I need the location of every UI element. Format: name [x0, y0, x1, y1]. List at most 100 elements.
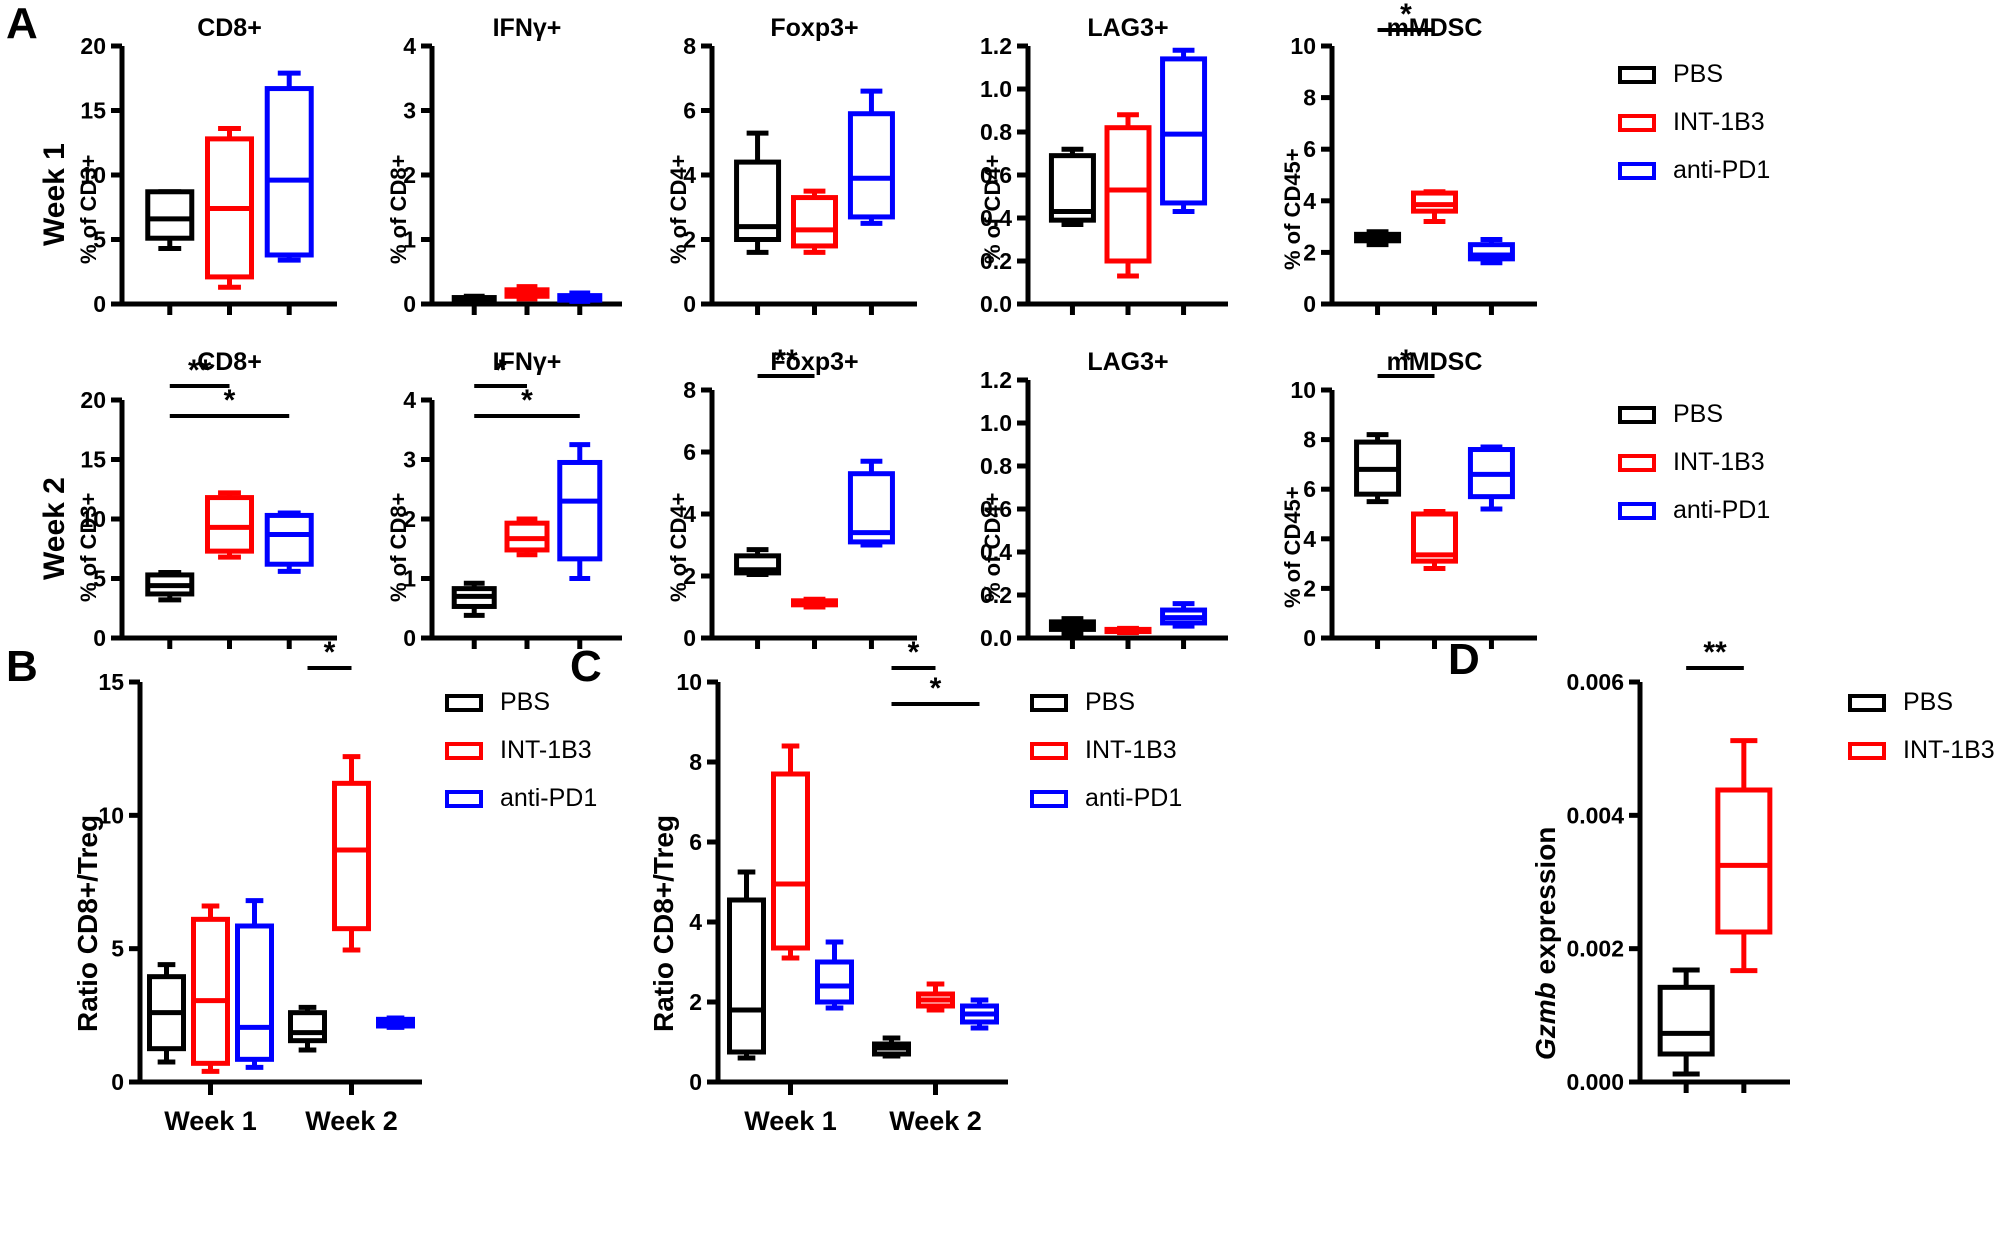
box-plot-anti-pd1 — [815, 939, 854, 1011]
svg-text:10: 10 — [98, 802, 124, 828]
legend-key-int1b3 — [1618, 453, 1656, 472]
svg-text:2: 2 — [1303, 239, 1316, 265]
legend-label: INT-1B3 — [500, 736, 592, 764]
svg-text:4: 4 — [1303, 526, 1316, 552]
x-category-label: Week 2 — [305, 1106, 398, 1136]
significance-bar: * — [307, 636, 352, 670]
svg-text:0.004: 0.004 — [1566, 802, 1624, 828]
significance-stars: * — [495, 354, 507, 387]
legend-key-int1b3 — [1030, 741, 1068, 760]
box-plot-anti-pd1 — [557, 442, 603, 581]
significance-bar: * — [169, 384, 290, 418]
box-plot-pbs — [288, 1004, 327, 1053]
box-plot-int-1b3 — [1104, 625, 1152, 636]
plot-title: mMDSC — [1386, 348, 1483, 376]
box-plot-int-1b3 — [205, 126, 254, 290]
x-category-label: Week 2 — [889, 1106, 982, 1136]
panel-letter-b: B — [6, 642, 38, 691]
svg-text:0: 0 — [1303, 625, 1316, 651]
box-plot-pbs — [145, 189, 195, 252]
svg-text:8: 8 — [683, 33, 696, 59]
legend-key-int1b3 — [445, 741, 483, 760]
legend-item: anti-PD1 — [1618, 156, 1770, 185]
plot-svg: 0 2 4 6 8 10 * — [1290, 0, 1537, 317]
significance-bar: * — [474, 354, 527, 388]
box-plot-anti-pd1 — [376, 1015, 415, 1030]
plot-a-w2-lag3: LAG3+ % of CD4+ 0.0 0.2 0.4 0.6 0.8 1.0 1.2 — [960, 348, 1240, 652]
svg-text:1.2: 1.2 — [980, 33, 1012, 59]
box-plot-int-1b3 — [791, 596, 838, 610]
box-plot-pbs — [1048, 146, 1096, 227]
svg-text:0.8: 0.8 — [980, 119, 1012, 145]
plot-a-w1-mmdsc: mMDSC % of CD45+ 0 2 4 6 8 10 * — [1270, 0, 1550, 318]
y-axis-label: % of CD4+ — [980, 154, 1005, 264]
plot-a-w1-lag3: LAG3+ % of CD4+ 0.0 0.2 0.4 0.6 0.8 1.0 1.2 — [960, 14, 1240, 318]
svg-text:3: 3 — [403, 447, 416, 473]
svg-text:2: 2 — [683, 563, 696, 589]
legend-label: anti-PD1 — [1673, 156, 1771, 184]
svg-text:1.2: 1.2 — [980, 367, 1012, 393]
legend-item: INT-1B3 — [1030, 736, 1182, 765]
y-axis-label: % of CD8+ — [386, 154, 411, 264]
y-axis-label: % of CD3+ — [76, 154, 101, 264]
svg-text:2: 2 — [689, 989, 702, 1015]
box-plot-int-1b3 — [504, 284, 550, 302]
x-category-label: Week 1 — [164, 1106, 257, 1136]
significance-bar: * — [891, 636, 936, 670]
svg-text:5: 5 — [93, 227, 106, 253]
legend-item: anti-PD1 — [445, 784, 597, 813]
significance-stars: * — [521, 384, 533, 417]
svg-text:15: 15 — [80, 447, 106, 473]
significance-stars: ** — [1703, 636, 1727, 669]
svg-text:6: 6 — [683, 439, 696, 465]
plot-title: Foxp3+ — [770, 14, 859, 42]
y-axis-label: % of CD8+ — [386, 492, 411, 602]
svg-text:5: 5 — [111, 936, 124, 962]
svg-text:0: 0 — [403, 625, 416, 651]
svg-text:10: 10 — [676, 669, 702, 695]
svg-text:0.002: 0.002 — [1566, 936, 1624, 962]
box-plot-anti-pd1 — [1160, 601, 1208, 629]
svg-text:4: 4 — [689, 909, 702, 935]
box-plot-pbs — [1657, 967, 1715, 1077]
legend-label: PBS — [1673, 400, 1724, 428]
plot-a-w1-cd8: CD8+ % of CD3+ 0 5 10 15 20 — [60, 14, 345, 318]
svg-text:1: 1 — [403, 227, 416, 253]
legend-key-pbs — [1618, 405, 1656, 424]
svg-text:4: 4 — [1303, 188, 1316, 214]
svg-text:2: 2 — [683, 227, 696, 253]
significance-stars: * — [224, 384, 236, 417]
plot-c-ratio: Ratio CD8+/Treg 0 2 4 6 8 10 Week 1 Week 2 * * — [630, 636, 1010, 1180]
plot-a-w2-ifng: IFNγ+ % of CD8+ 0 1 2 3 4 * * — [370, 348, 630, 652]
svg-text:6: 6 — [683, 98, 696, 124]
plot-d-gzmb: Gzmb expression 0.000 0.002 0.004 0.006 ** — [1520, 636, 1820, 1180]
legend-week2: PBS INT-1B3 anti-PD1 — [1618, 400, 1770, 544]
y-axis-label: % of CD4+ — [666, 154, 691, 264]
legend-item: INT-1B3 — [1618, 448, 1770, 477]
significance-stars: ** — [774, 344, 798, 377]
svg-text:0: 0 — [683, 625, 696, 651]
legend-label: INT-1B3 — [1673, 448, 1765, 476]
box-plot-pbs — [451, 580, 497, 618]
legend-item: PBS — [1848, 688, 1995, 717]
panel-letter-c: C — [570, 642, 602, 691]
plot-svg: 0 5 10 15 Week 1 Week 2 * — [98, 636, 422, 1136]
panel-letter-a: A — [6, 0, 38, 48]
plot-a-w2-foxp3: Foxp3+ % of CD4+ 0 2 4 6 8 ** — [660, 344, 930, 652]
svg-text:8: 8 — [1303, 85, 1316, 111]
svg-text:6: 6 — [1303, 136, 1316, 162]
box-plot-pbs — [1048, 616, 1096, 637]
plot-title: CD8+ — [197, 14, 262, 42]
legend-key-int1b3 — [1848, 741, 1886, 760]
svg-text:0: 0 — [683, 291, 696, 317]
y-axis-label: Ratio CD8+/Treg — [648, 814, 679, 1032]
significance-stars: * — [1400, 344, 1412, 377]
legend-label: INT-1B3 — [1903, 736, 1995, 764]
significance-stars: ** — [188, 354, 212, 387]
box-plot-int-1b3 — [1715, 738, 1773, 974]
plot-title: IFNγ+ — [492, 348, 562, 376]
legend-item: PBS — [1030, 688, 1182, 717]
x-category-label: Week 1 — [744, 1106, 837, 1136]
plot-b-ratio: Ratio CD8+/Treg 0 5 10 15 Week 1 Week 2 * — [62, 636, 432, 1180]
legend-panel-c: PBS INT-1B3 anti-PD1 — [1030, 688, 1182, 832]
